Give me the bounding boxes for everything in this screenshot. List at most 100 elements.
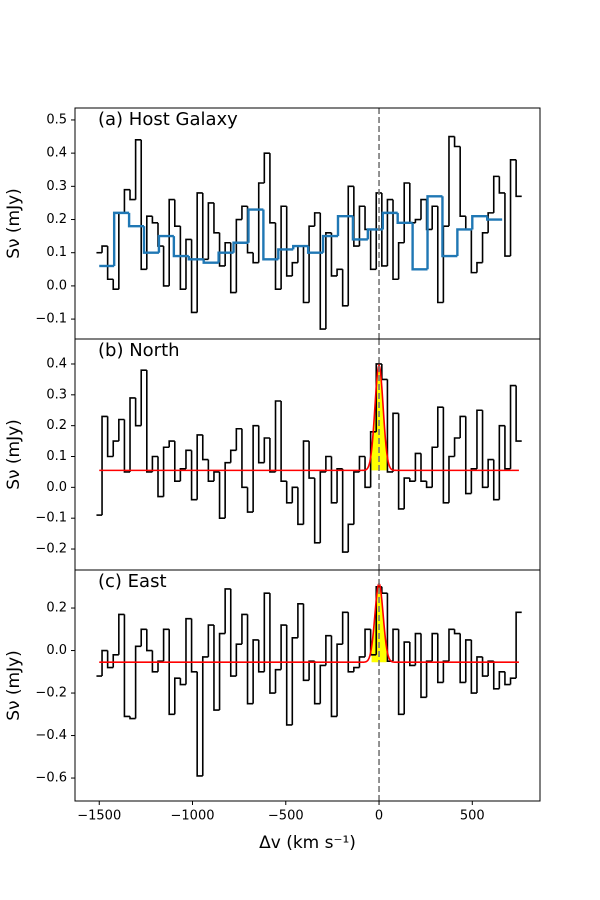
spectrum-step [112,440,119,457]
spectrum-step [140,369,147,426]
spectrum-step [492,459,500,501]
spectrum-step [470,639,477,694]
spectrum-step [280,205,287,290]
spectrum-step [218,471,226,519]
spectrum-step [129,189,136,201]
spectrum-step [403,477,410,509]
spectrum-step [386,593,394,662]
spectrum-step [151,455,159,472]
spectrum-step [414,452,421,482]
binned-step [232,241,249,253]
axes-frame [74,569,541,802]
spectrum-step [112,653,119,668]
spectrum-step [229,449,237,463]
spectrum-step [420,633,427,699]
spectrum-step [274,222,282,291]
spectrum-step [459,146,466,217]
spectrum-step [492,175,500,213]
spectrum-step [420,453,427,482]
spectrum-step [123,614,131,718]
spectrum-step [129,397,136,472]
spectrum-step [515,611,522,679]
spectrum-step [218,232,226,267]
spectrum-step [235,218,242,293]
spectrum-step [330,232,338,277]
spectrum-step [319,212,326,330]
spectrum-step [297,487,304,526]
spectrum-step [118,613,125,655]
spectrum-step [453,629,461,635]
spectrum-step [409,183,416,224]
spectrum-step [252,639,259,704]
binned-step [187,256,204,261]
spectrum-step [448,455,455,503]
spectrum-step [218,632,226,711]
spectrum-step [291,486,298,503]
binned-step [321,234,338,253]
spectrum-step [375,192,382,270]
spectrum-step [146,215,153,270]
x-tick-label: 0 [375,809,383,824]
spectrum-step [341,611,349,645]
y-axis-label: Sν (mJy) [4,650,24,721]
spectrum-step [504,192,511,257]
binned-step [441,196,458,258]
spectrum-step [425,660,433,698]
line-fill [371,583,387,663]
spectrum-step [207,624,214,657]
spectrum-step [213,471,220,482]
spectrum-step [123,188,131,213]
spectrum-step [274,400,282,472]
spectrum-step [173,677,181,715]
spectrum-step [207,459,214,482]
spectrum-step [341,269,349,307]
spectrum-step [213,625,220,711]
spectrum-step [201,434,209,461]
spectrum-step [313,212,321,227]
spectrum-step [297,602,304,638]
spectrum-step [157,660,164,672]
spectrum-step [336,268,343,276]
spectrum-step [257,425,265,464]
binned-step [202,259,219,264]
spectrum-step [241,613,248,645]
spectrum-step [487,660,494,677]
spectrum-step [325,634,332,666]
binned-step [336,214,353,237]
spectrum-step [129,716,136,720]
spectrum-step [336,468,343,503]
binned-step [247,208,264,243]
spectrum-step [263,437,270,463]
spectrum-step [375,363,382,432]
panel-title: (b) North [98,340,180,361]
spectrum-step [330,635,338,718]
spectrum-step [381,586,388,594]
binned-step [351,216,368,241]
y-tick-label: −0.2 [35,542,67,557]
spectrum-step [140,139,147,271]
spectrum-step [179,468,186,482]
y-axis-label: Sν (mJy) [4,419,24,490]
spectrum-step [403,182,410,243]
spectrum-step [347,612,354,673]
spectrum-step [336,643,343,717]
y-tick-label: −0.6 [35,771,67,786]
spectrum-step [476,409,483,469]
spectrum-step [448,135,455,227]
y-tick-label: −0.2 [35,686,67,701]
spectrum-step [341,468,349,553]
spectrum-step [397,413,405,510]
panel-title: (c) East [98,571,167,592]
y-tick-label: 0.3 [46,179,67,194]
spectrum-step [364,206,371,231]
spectrum-step [291,636,298,725]
spectrum-step [269,153,276,224]
spectrum-step [358,205,366,247]
spectrum-step [190,450,198,501]
spectrum-step [246,487,254,513]
spectrum-step [213,202,220,234]
spectrum-step [392,628,399,662]
spectrum-step [246,614,254,705]
